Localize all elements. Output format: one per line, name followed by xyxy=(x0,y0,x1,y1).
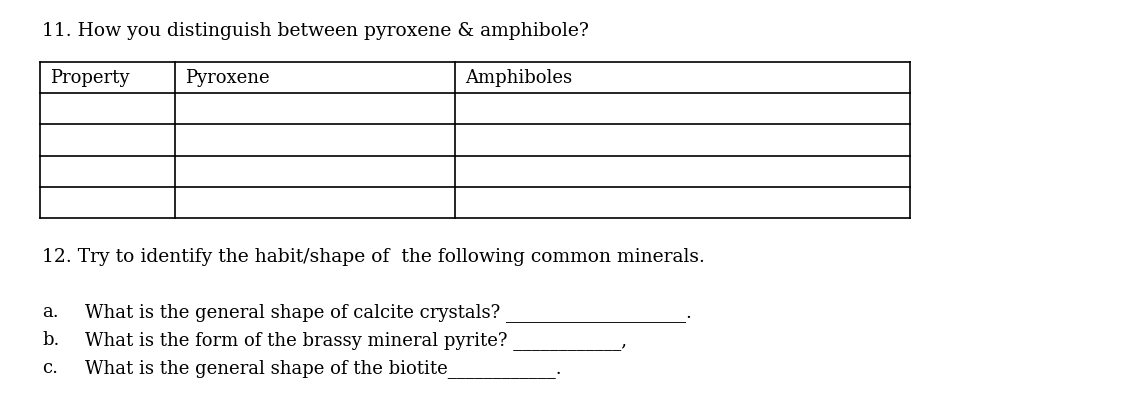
Text: Amphiboles: Amphiboles xyxy=(466,68,572,87)
Text: 12. Try to identify the habit/shape of  the following common minerals.: 12. Try to identify the habit/shape of t… xyxy=(42,248,705,266)
Text: b.: b. xyxy=(42,331,60,349)
Text: a.: a. xyxy=(42,303,59,321)
Text: Property: Property xyxy=(50,68,130,87)
Text: Pyroxene: Pyroxene xyxy=(185,68,270,87)
Text: c.: c. xyxy=(42,359,58,377)
Text: What is the general shape of the biotite____________.: What is the general shape of the biotite… xyxy=(85,359,562,378)
Text: What is the general shape of calcite crystals? ____________________.: What is the general shape of calcite cry… xyxy=(85,303,692,322)
Text: 11. How you distinguish between pyroxene & amphibole?: 11. How you distinguish between pyroxene… xyxy=(42,22,589,40)
Text: What is the form of the brassy mineral pyrite? ____________,: What is the form of the brassy mineral p… xyxy=(85,331,627,350)
